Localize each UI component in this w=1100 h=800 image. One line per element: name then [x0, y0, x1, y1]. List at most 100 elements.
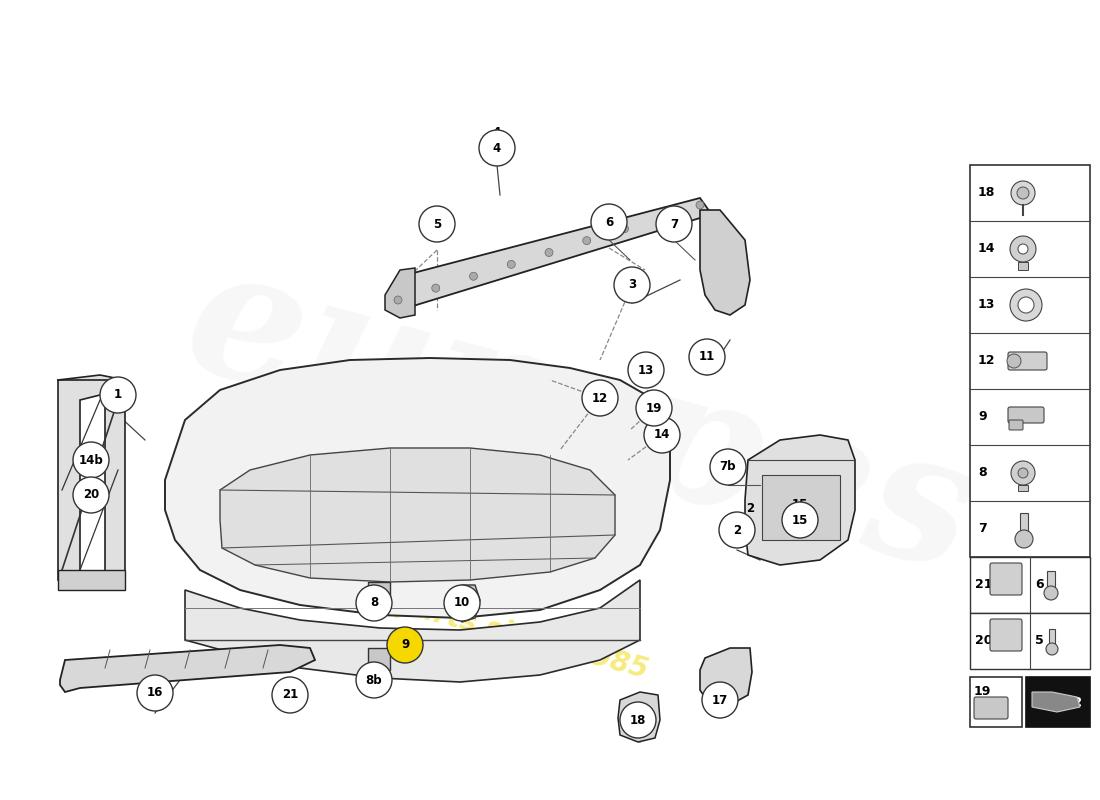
- Text: 7: 7: [670, 218, 678, 230]
- Polygon shape: [1032, 692, 1080, 712]
- Circle shape: [507, 260, 515, 268]
- Circle shape: [583, 237, 591, 245]
- Circle shape: [719, 512, 755, 548]
- Text: 13: 13: [978, 298, 996, 311]
- Circle shape: [582, 380, 618, 416]
- Circle shape: [644, 417, 680, 453]
- Circle shape: [387, 627, 424, 663]
- Text: 11: 11: [698, 350, 715, 363]
- Circle shape: [1044, 586, 1058, 600]
- Text: 8b: 8b: [365, 674, 383, 686]
- Circle shape: [591, 204, 627, 240]
- Bar: [1020, 513, 1028, 537]
- Circle shape: [1018, 297, 1034, 313]
- Text: 9: 9: [400, 638, 409, 651]
- Circle shape: [544, 249, 553, 257]
- FancyBboxPatch shape: [974, 697, 1008, 719]
- Text: 12: 12: [592, 391, 608, 405]
- Text: 5: 5: [433, 218, 441, 230]
- Circle shape: [73, 442, 109, 478]
- Text: 1: 1: [114, 389, 122, 402]
- Circle shape: [444, 585, 480, 621]
- Text: 18: 18: [978, 186, 996, 199]
- Text: 701 02: 701 02: [1034, 695, 1082, 709]
- Circle shape: [1011, 181, 1035, 205]
- Circle shape: [394, 296, 402, 304]
- Text: 2: 2: [746, 502, 755, 514]
- Circle shape: [1018, 468, 1028, 478]
- Polygon shape: [385, 268, 415, 318]
- Text: 14b: 14b: [78, 454, 103, 466]
- Text: 6: 6: [605, 215, 613, 229]
- Polygon shape: [368, 648, 390, 670]
- Text: 13: 13: [638, 363, 654, 377]
- FancyBboxPatch shape: [990, 563, 1022, 595]
- Text: 18: 18: [630, 714, 646, 726]
- Text: 15: 15: [792, 498, 808, 511]
- Bar: [1047, 571, 1055, 591]
- Circle shape: [614, 267, 650, 303]
- Circle shape: [628, 352, 664, 388]
- Polygon shape: [185, 580, 640, 682]
- Circle shape: [478, 130, 515, 166]
- Polygon shape: [165, 358, 670, 618]
- Text: 3: 3: [628, 278, 636, 291]
- Circle shape: [138, 675, 173, 711]
- Text: 4: 4: [493, 142, 502, 154]
- Circle shape: [1046, 643, 1058, 655]
- Circle shape: [620, 225, 628, 233]
- Circle shape: [470, 272, 477, 280]
- Text: 4: 4: [493, 126, 502, 139]
- Text: 21: 21: [975, 578, 992, 591]
- Text: 8: 8: [978, 466, 987, 479]
- Bar: [1049, 629, 1055, 647]
- FancyBboxPatch shape: [1008, 352, 1047, 370]
- Polygon shape: [58, 570, 125, 590]
- Circle shape: [272, 677, 308, 713]
- Text: 16: 16: [146, 686, 163, 699]
- Circle shape: [696, 201, 704, 209]
- Bar: [970, 165, 1090, 557]
- Bar: [1018, 262, 1028, 270]
- FancyBboxPatch shape: [1009, 420, 1023, 430]
- Circle shape: [636, 390, 672, 426]
- Circle shape: [419, 206, 455, 242]
- Polygon shape: [452, 585, 480, 622]
- Circle shape: [1010, 236, 1036, 262]
- Circle shape: [1010, 289, 1042, 321]
- Text: 21: 21: [282, 689, 298, 702]
- Text: 19: 19: [646, 402, 662, 414]
- Polygon shape: [745, 435, 855, 565]
- Text: 17: 17: [712, 691, 728, 705]
- Circle shape: [702, 682, 738, 718]
- Text: 7b: 7b: [719, 461, 736, 474]
- Circle shape: [689, 339, 725, 375]
- Circle shape: [1018, 244, 1028, 254]
- Circle shape: [431, 284, 440, 292]
- Text: 20: 20: [82, 489, 99, 502]
- Bar: [970, 677, 1022, 727]
- FancyBboxPatch shape: [990, 619, 1022, 651]
- Text: 17: 17: [712, 694, 728, 706]
- Circle shape: [356, 662, 392, 698]
- Text: 19: 19: [974, 685, 991, 698]
- Circle shape: [656, 206, 692, 242]
- Polygon shape: [368, 582, 390, 604]
- Polygon shape: [762, 475, 840, 540]
- Circle shape: [356, 585, 392, 621]
- Polygon shape: [618, 692, 660, 742]
- Circle shape: [73, 477, 109, 513]
- Text: 14: 14: [978, 242, 996, 255]
- Polygon shape: [220, 448, 615, 582]
- Text: 5: 5: [1035, 634, 1044, 647]
- Polygon shape: [58, 375, 125, 580]
- Circle shape: [1011, 461, 1035, 485]
- Text: a passion for parts since 1985: a passion for parts since 1985: [188, 535, 651, 685]
- Polygon shape: [390, 198, 710, 310]
- Text: 12: 12: [978, 354, 996, 367]
- Text: 6: 6: [1035, 578, 1044, 591]
- Circle shape: [1006, 354, 1021, 368]
- Bar: [1018, 485, 1028, 491]
- Bar: [970, 613, 1090, 669]
- Circle shape: [710, 449, 746, 485]
